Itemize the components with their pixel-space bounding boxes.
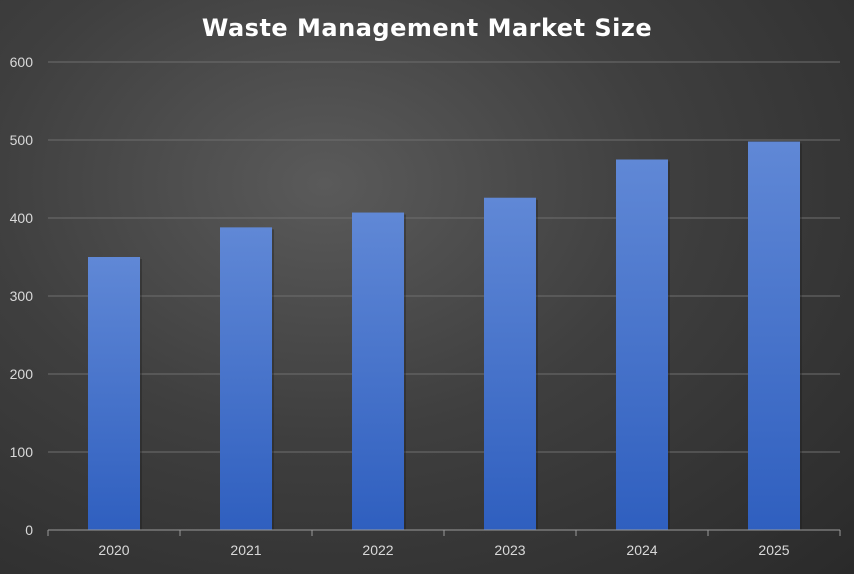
gridlines — [48, 61, 840, 453]
bar-2021 — [220, 227, 272, 531]
y-tick-label: 200 — [10, 366, 34, 382]
bar-2025 — [748, 141, 800, 530]
x-tick-label: 2024 — [626, 542, 657, 558]
x-tick-label: 2022 — [362, 542, 393, 558]
y-tick-label: 0 — [25, 522, 33, 538]
bar-2020 — [88, 257, 140, 530]
bar-2022 — [352, 212, 404, 531]
chart-title: Waste Management Market Size — [202, 14, 652, 42]
x-tick-label: 2023 — [494, 542, 525, 558]
bars — [88, 141, 802, 531]
x-tick-label: 2025 — [758, 542, 789, 558]
y-tick-label: 600 — [10, 54, 34, 70]
x-tick-label: 2020 — [98, 542, 129, 558]
y-tick-label: 400 — [10, 210, 34, 226]
bar-2023 — [484, 197, 536, 530]
x-tick-label: 2021 — [230, 542, 261, 558]
y-tick-label: 100 — [10, 444, 34, 460]
axes: 0 100 200 300 400 500 600 2020 2021 2022 2023 2024 2… — [10, 54, 841, 558]
y-tick-label: 300 — [10, 288, 34, 304]
y-tick-label: 500 — [10, 132, 34, 148]
bar-2024 — [616, 159, 668, 530]
